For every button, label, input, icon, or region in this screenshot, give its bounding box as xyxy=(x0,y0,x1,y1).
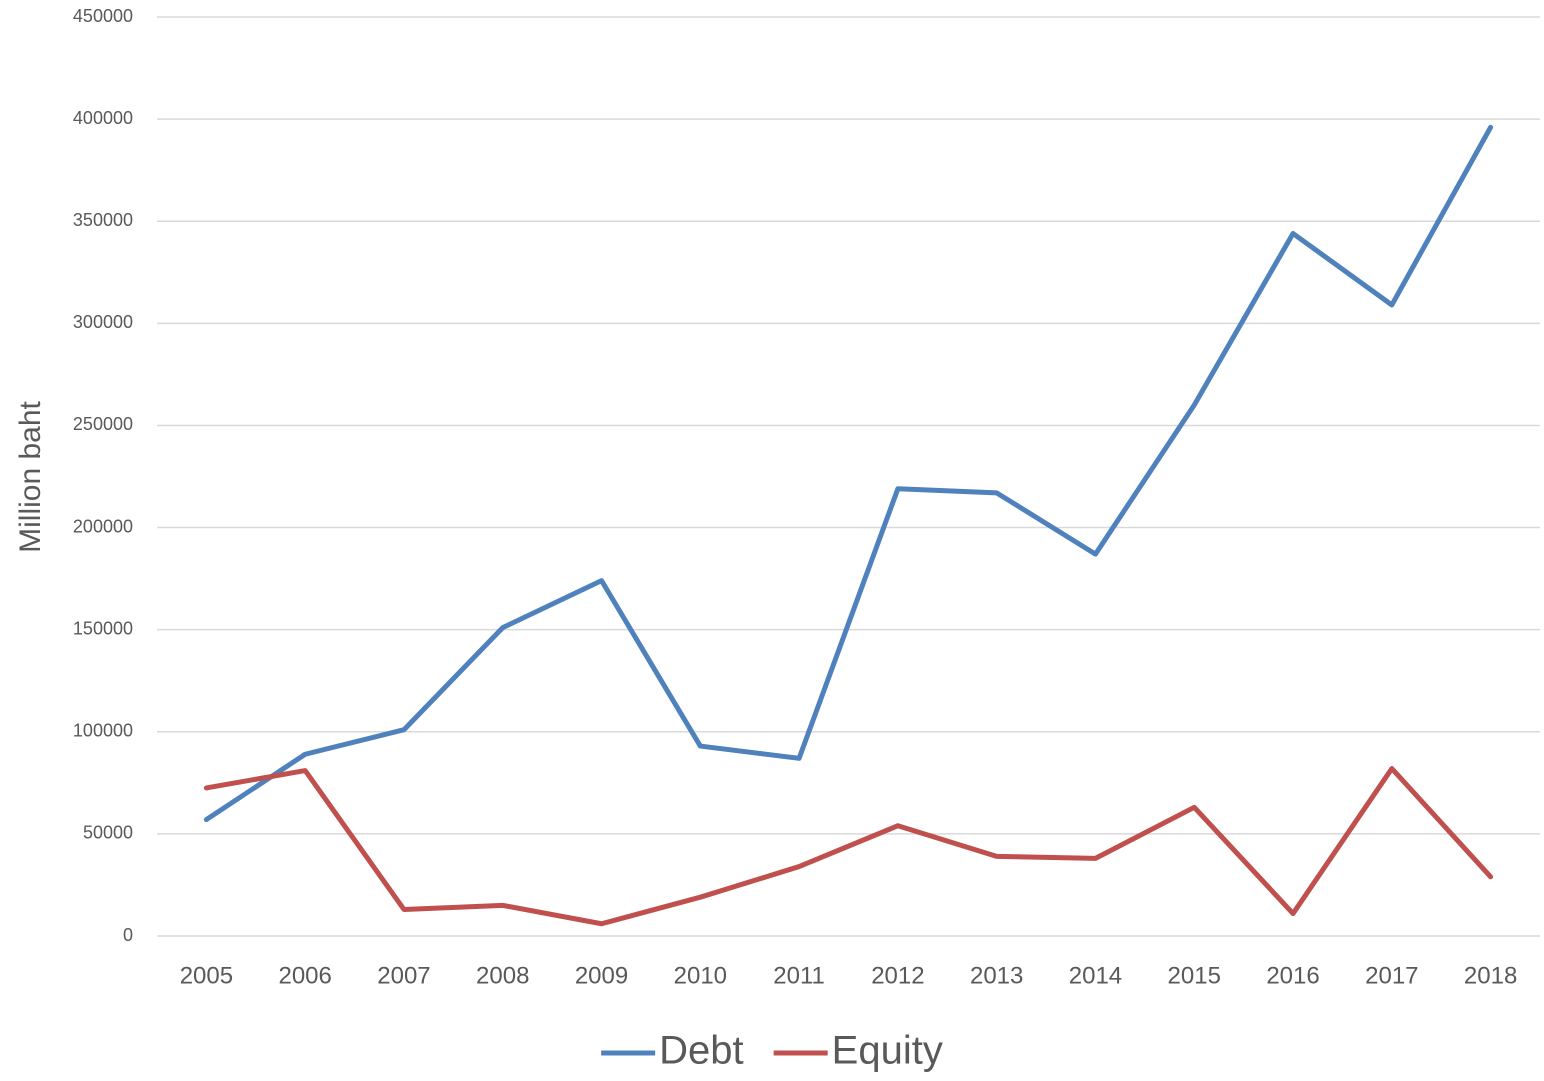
x-tick-label: 2013 xyxy=(970,962,1023,989)
y-tick-label: 150000 xyxy=(73,618,133,638)
series-line xyxy=(203,766,1494,927)
x-tick-label: 2016 xyxy=(1266,962,1319,989)
legend-label: Debt xyxy=(659,1029,744,1073)
x-tick-label: 2010 xyxy=(674,962,727,989)
y-tick-label: 50000 xyxy=(83,823,133,843)
x-tick-label: 2015 xyxy=(1168,962,1221,989)
y-tick-label: 400000 xyxy=(73,108,133,128)
x-tick-label: 2008 xyxy=(476,962,529,989)
x-tick-label: 2006 xyxy=(278,962,331,989)
y-tick-label: 350000 xyxy=(73,210,133,230)
x-tick-label: 2014 xyxy=(1069,962,1122,989)
x-tick-label: 2011 xyxy=(773,962,825,989)
legend-label: Equity xyxy=(832,1029,943,1073)
y-tick-label: 450000 xyxy=(73,6,133,26)
series-line xyxy=(203,124,1494,823)
y-axis-title: Million baht xyxy=(14,400,47,552)
y-tick-label: 100000 xyxy=(73,721,133,741)
x-tick-label: 2009 xyxy=(575,962,628,989)
y-tick-label: 200000 xyxy=(73,516,133,536)
x-tick-label: 2018 xyxy=(1464,962,1517,989)
y-tick-label: 300000 xyxy=(73,312,133,332)
x-tick-label: 2012 xyxy=(871,962,924,989)
x-tick-label: 2017 xyxy=(1365,962,1418,989)
y-tick-label: 250000 xyxy=(73,414,133,434)
y-tick-label: 0 xyxy=(123,925,133,945)
x-tick-label: 2007 xyxy=(377,962,430,989)
x-tick-label: 2005 xyxy=(180,962,233,989)
